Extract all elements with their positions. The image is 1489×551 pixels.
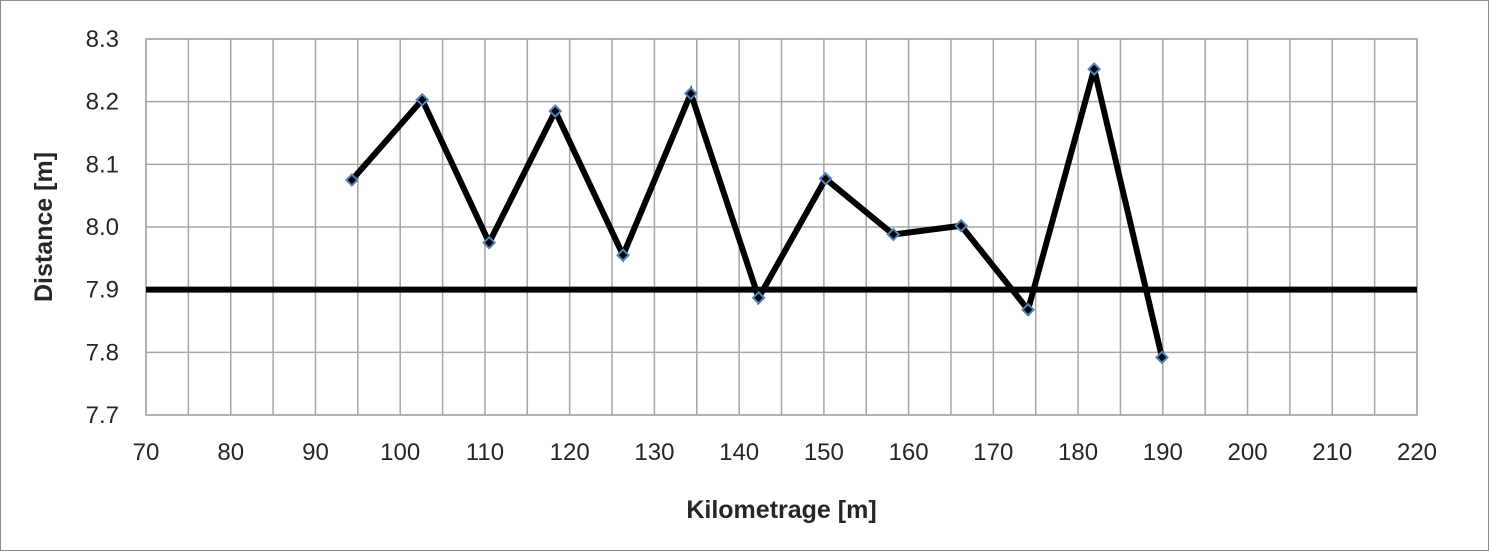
y-tick-label: 8.0 — [86, 214, 119, 241]
data-point-marker — [886, 227, 901, 242]
data-point-marker — [954, 218, 969, 233]
data-point-marker — [1155, 350, 1169, 365]
y-tick-label: 7.8 — [86, 339, 119, 366]
data-point-marker — [1087, 62, 1102, 76]
x-axis-title: Kilometrage [m] — [686, 496, 876, 524]
y-tick-label: 7.9 — [86, 277, 119, 304]
plot-area-border — [145, 38, 1418, 416]
data-point-marker — [482, 235, 497, 250]
x-tick-label: 150 — [804, 439, 844, 466]
y-tick-label: 8.1 — [86, 151, 119, 178]
data-point-marker — [344, 173, 359, 187]
data-point-marker — [751, 290, 766, 305]
x-tick-label: 120 — [550, 439, 590, 466]
x-tick-label: 170 — [973, 439, 1013, 466]
x-tick-label: 140 — [719, 439, 759, 466]
y-tick-label: 8.3 — [86, 26, 119, 53]
data-point-marker — [415, 92, 430, 107]
x-tick-label: 220 — [1397, 439, 1437, 466]
x-tick-label: 100 — [380, 439, 420, 466]
x-tick-label: 70 — [133, 439, 160, 466]
x-tick-label: 80 — [217, 439, 244, 466]
series-layer — [344, 62, 1169, 365]
x-tick-label: 110 — [466, 439, 504, 466]
x-tick-label: 90 — [302, 439, 329, 466]
x-tick-label: 130 — [634, 439, 674, 466]
x-tick-label: 180 — [1058, 439, 1098, 466]
data-point-marker — [818, 171, 833, 186]
data-point-marker — [548, 104, 563, 118]
tick-labels: 70 80 90 100 110 120 130 140 150 160 170 180 190 200 2… — [86, 26, 1437, 466]
x-tick-label: 160 — [889, 439, 929, 466]
x-tick-label: 190 — [1143, 439, 1183, 466]
series-line — [349, 68, 1165, 359]
x-tick-label: 200 — [1228, 439, 1268, 466]
data-point-marker — [1021, 302, 1035, 317]
x-tick-label: 210 — [1312, 439, 1352, 466]
data-point-marker — [616, 248, 630, 263]
y-tick-label: 8.2 — [86, 89, 119, 116]
y-tick-label: 7.7 — [86, 402, 119, 429]
y-axis-title: Distance [m] — [30, 152, 58, 302]
data-point-marker — [683, 86, 698, 101]
grid — [145, 38, 1418, 416]
